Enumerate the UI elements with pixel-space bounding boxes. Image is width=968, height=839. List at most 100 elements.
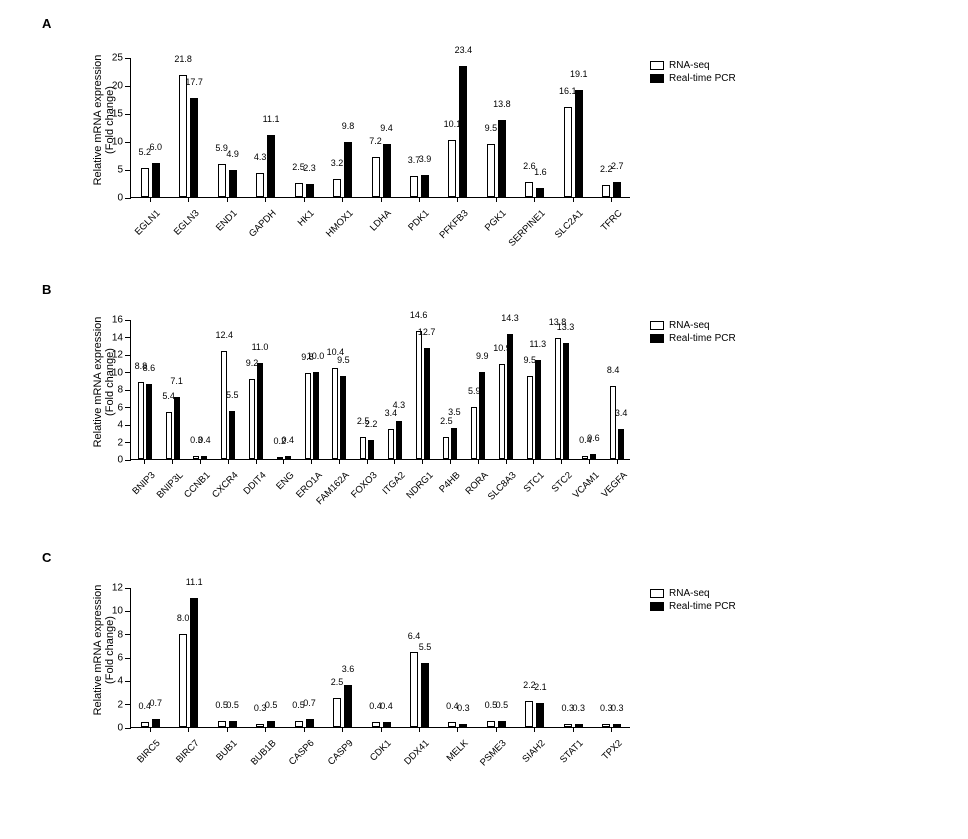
bar-white <box>564 107 572 197</box>
bar-white <box>193 456 199 459</box>
x-label: HK1 <box>296 208 317 229</box>
bar-white <box>305 373 311 459</box>
bar-value-label: 3.5 <box>448 407 461 417</box>
x-tick <box>561 459 562 464</box>
x-tick <box>311 459 312 464</box>
x-label: CDK1 <box>368 738 394 764</box>
bar-value-label: 19.1 <box>570 69 588 79</box>
bar-value-label: 11.1 <box>263 114 280 124</box>
x-label: STC2 <box>549 470 574 495</box>
x-label: END1 <box>214 208 240 234</box>
x-label: ENG <box>274 470 296 492</box>
bar-white <box>602 724 610 728</box>
legend-swatch-black <box>650 74 664 83</box>
bar-white <box>256 724 264 728</box>
bar-black <box>421 663 429 727</box>
bar-value-label: 6.4 <box>408 631 421 641</box>
bar-black <box>451 428 457 459</box>
x-label: LDHA <box>368 208 394 234</box>
bar-value-label: 0.4 <box>282 435 295 445</box>
panel-label-B: B <box>42 282 51 297</box>
x-tick <box>227 727 228 732</box>
bar-black <box>267 135 275 197</box>
bar-value-label: 10.0 <box>307 351 325 361</box>
bar-value-label: 0.4 <box>198 435 211 445</box>
bar-white <box>179 75 187 197</box>
y-tick-label: 8 <box>117 385 123 396</box>
bar-value-label: 0.7 <box>303 698 316 708</box>
bar-value-label: 11.0 <box>252 342 269 352</box>
x-label: MELK <box>444 738 470 764</box>
x-tick <box>534 197 535 202</box>
x-label: BNIP3L <box>154 470 185 501</box>
x-tick <box>457 197 458 202</box>
bar-value-label: 4.3 <box>393 400 406 410</box>
bar-black <box>344 685 352 727</box>
legend-label: Real-time PCR <box>669 73 736 84</box>
bar-black <box>590 454 596 459</box>
x-label: PDK1 <box>407 208 432 233</box>
bar-black <box>267 721 275 727</box>
bar-white <box>610 386 616 460</box>
bar-black <box>575 724 583 728</box>
legend-label: Real-time PCR <box>669 333 736 344</box>
y-tick-label: 0 <box>117 455 123 466</box>
bars-layer: 0.40.78.011.10.50.50.30.50.50.72.53.60.4… <box>131 588 630 727</box>
bar-value-label: 0.3 <box>457 703 470 713</box>
y-axis-title-line1: Relative mRNA expression <box>92 50 104 190</box>
bar-value-label: 12.4 <box>215 330 233 340</box>
x-tick <box>506 459 507 464</box>
x-tick <box>611 197 612 202</box>
bar-white <box>141 722 149 727</box>
bar-value-label: 3.9 <box>419 154 432 164</box>
bar-white <box>333 179 341 197</box>
legend-swatch-white <box>650 61 664 70</box>
bar-white <box>487 144 495 197</box>
x-tick <box>496 727 497 732</box>
x-tick <box>342 727 343 732</box>
bar-white <box>256 173 264 197</box>
bar-black <box>201 456 207 460</box>
y-tick-label: 8 <box>117 629 123 640</box>
bar-value-label: 7.1 <box>170 376 183 386</box>
bar-black <box>396 421 402 459</box>
bar-white <box>141 168 149 197</box>
bar-value-label: 14.6 <box>410 310 428 320</box>
x-tick <box>534 727 535 732</box>
bar-value-label: 8.6 <box>143 363 156 373</box>
bar-value-label: 11.1 <box>186 577 203 587</box>
x-tick <box>457 727 458 732</box>
x-label: DDIT4 <box>241 470 268 497</box>
legend-row: RNA-seq <box>650 60 736 71</box>
x-tick <box>533 459 534 464</box>
bar-value-label: 8.4 <box>607 365 620 375</box>
x-label: SLC8A3 <box>486 470 519 503</box>
x-label: EGLN1 <box>133 208 163 238</box>
x-label: P4HB <box>438 470 463 495</box>
x-tick <box>611 727 612 732</box>
bar-white <box>555 338 561 459</box>
bar-value-label: 4.3 <box>254 152 267 162</box>
bar-white <box>295 183 303 197</box>
x-tick <box>496 197 497 202</box>
bar-white <box>448 140 456 197</box>
bar-black <box>190 598 198 728</box>
bar-white <box>179 634 187 727</box>
bar-black <box>152 163 160 197</box>
bar-white <box>372 157 380 197</box>
x-tick <box>342 197 343 202</box>
y-axis-title: Relative mRNA expression(Fold change) <box>92 50 116 190</box>
bar-value-label: 0.6 <box>587 433 600 443</box>
bar-black <box>498 721 506 727</box>
page: A05101520255.26.021.817.75.94.94.311.12.… <box>0 0 968 839</box>
bar-white <box>487 721 495 727</box>
bar-white <box>448 722 456 727</box>
x-label: STAT1 <box>558 738 586 766</box>
x-tick <box>172 459 173 464</box>
x-label: PSME3 <box>478 738 509 769</box>
bar-value-label: 3.6 <box>342 664 355 674</box>
bar-white <box>166 412 172 459</box>
x-tick <box>265 197 266 202</box>
x-label: FOXO3 <box>349 470 380 501</box>
x-label: CASP9 <box>325 738 355 768</box>
